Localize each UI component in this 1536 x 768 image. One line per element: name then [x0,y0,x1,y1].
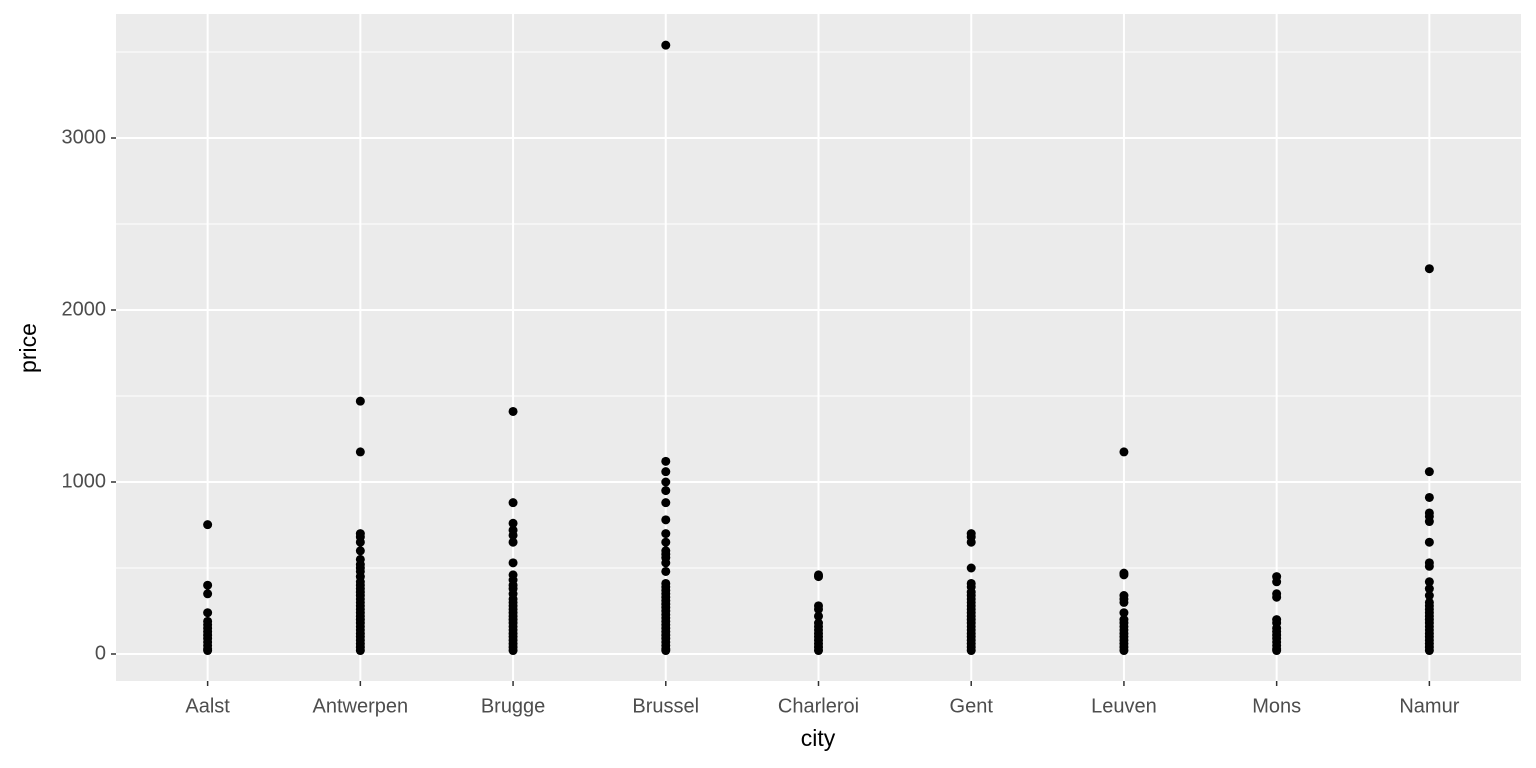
point [355,546,365,556]
point [355,537,365,547]
point [1119,447,1129,457]
point [508,646,518,656]
point [661,467,671,477]
point [661,486,671,496]
point [203,589,213,599]
point [508,518,518,528]
point [1119,646,1129,656]
x-tick-label: Leuven [1091,695,1157,717]
point [508,537,518,547]
point [661,566,671,576]
point [966,646,976,656]
point [1119,608,1129,618]
point [1424,561,1434,571]
point [1272,577,1282,587]
point [1272,646,1282,656]
y-axis-title: price [15,323,41,373]
point [1424,577,1434,587]
point [661,558,671,568]
point [661,477,671,487]
y-tick-label: 1000 [62,470,107,492]
x-tick-label: Antwerpen [313,695,409,717]
point [814,646,823,656]
point [661,498,671,508]
point [1424,467,1434,477]
point [203,520,213,530]
point [1272,592,1282,602]
point [814,611,823,621]
x-tick-label: Gent [950,695,994,717]
x-tick-label: Mons [1252,695,1301,717]
point [1424,584,1434,594]
point [203,608,213,618]
point [661,646,671,656]
point [508,498,518,508]
x-tick-label: Aalst [185,695,230,717]
point [966,563,976,573]
y-tick-label: 0 [95,642,106,664]
point [203,580,213,590]
point [203,646,213,656]
point [661,515,671,525]
point [1424,537,1434,547]
point [814,572,823,582]
point [508,558,518,568]
point [508,406,518,416]
y-tick-label: 3000 [62,126,107,148]
point [966,537,976,547]
point [355,396,365,406]
point [814,604,823,614]
point [661,529,671,539]
x-tick-label: Brussel [632,695,699,717]
x-tick-label: Namur [1399,695,1459,717]
point [1424,646,1434,656]
x-tick-label: Brugge [481,695,546,717]
y-tick-label: 2000 [62,298,107,320]
point [508,530,518,540]
x-tick-label: Charleroi [778,695,859,717]
point [1424,264,1434,274]
point [661,40,671,50]
point [355,646,365,656]
point [1424,517,1434,527]
point [1119,597,1129,607]
point [1119,570,1129,580]
x-axis-title: city [801,725,836,751]
point [1424,591,1434,601]
point [355,447,365,457]
point [661,456,671,466]
point [1424,492,1434,502]
point [661,537,671,547]
